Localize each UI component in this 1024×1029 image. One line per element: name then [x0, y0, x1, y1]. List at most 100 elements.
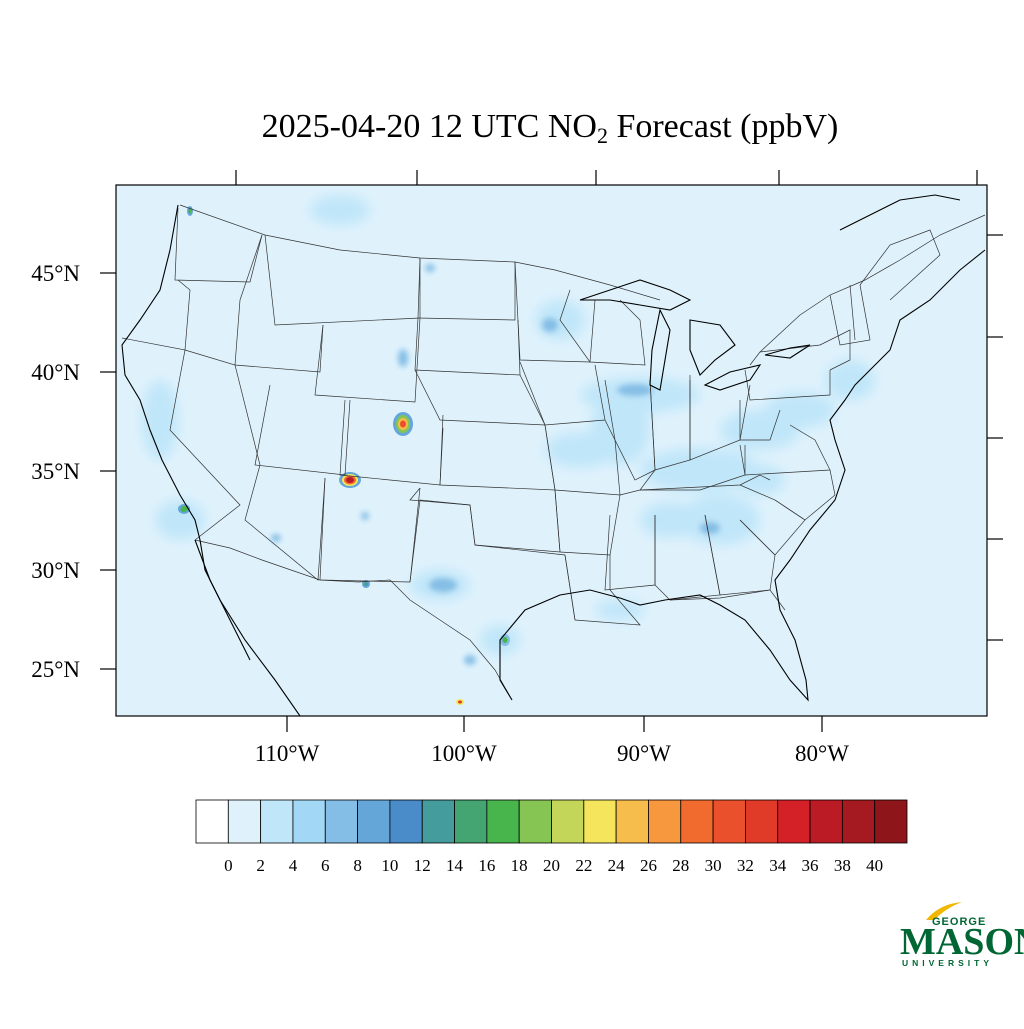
- utah-border: [254, 384, 351, 476]
- hotspot-el-paso: [362, 580, 370, 588]
- pennsylvania-border: [744, 369, 831, 401]
- colorbar-swatch: [680, 799, 714, 844]
- canada-coastline: [839, 194, 961, 231]
- coastlines: [121, 194, 986, 716]
- colorbar-swatch: [324, 799, 358, 844]
- colorbar-tick-label: 24: [608, 856, 626, 875]
- map-title: 2025-04-20 12 UTC NO2 Forecast (ppbV): [0, 108, 1024, 149]
- colorbar-swatch: [357, 799, 391, 844]
- hotspot-mexico-north: [456, 699, 464, 705]
- colorbar-tick-label: 18: [511, 856, 528, 875]
- idaho-montana-border: [239, 234, 263, 301]
- colorbar-swatch: [454, 799, 488, 844]
- maine-border: [859, 229, 941, 301]
- arkansas-border: [554, 489, 621, 556]
- washington-border: [174, 207, 263, 283]
- lake-huron: [689, 319, 736, 376]
- colorbar-tick-label: 4: [289, 856, 298, 875]
- colorbar-swatch: [745, 799, 779, 844]
- new-york-border: [749, 329, 851, 371]
- atlantic-gulf-coastline: [499, 249, 986, 702]
- title-suffix: Forecast (ppbV): [607, 108, 839, 145]
- north-carolina-border: [739, 469, 836, 521]
- colorbar-tick-label: 2: [256, 856, 265, 875]
- colorbar-swatch: [874, 799, 908, 844]
- kentucky-border: [639, 444, 746, 491]
- lat-label: 40°N: [31, 360, 80, 385]
- oregon-border: [121, 279, 191, 351]
- colorbar-swatch: [260, 799, 294, 844]
- colorbar-tick-label: 0: [224, 856, 233, 875]
- lat-label: 45°N: [31, 261, 80, 286]
- us-mexico-border: [194, 539, 513, 701]
- colorbar-swatch: [648, 799, 682, 844]
- florida-border: [669, 589, 786, 611]
- colorbar-tick-label: 8: [353, 856, 362, 875]
- colorbar-tick-label: 40: [866, 856, 883, 875]
- colorbar-swatch: [518, 799, 552, 844]
- us-canada-border: [179, 204, 661, 301]
- logo-line3: UNIVERSITY: [902, 958, 994, 968]
- lake-superior: [579, 279, 692, 311]
- new-england-border: [829, 284, 871, 346]
- colorbar-tick-label: 28: [672, 856, 689, 875]
- west-virginia-border: [739, 400, 781, 441]
- hotspot-albuquerque: [339, 472, 361, 488]
- political-boundaries: [121, 204, 986, 701]
- colorbar-tick-label: 22: [575, 856, 592, 875]
- lat-label: 30°N: [31, 558, 80, 583]
- north-dakota-border: [417, 257, 516, 321]
- latitude-labels: 45°N 40°N 35°N 30°N 25°N: [31, 261, 80, 682]
- iowa-border: [519, 361, 606, 426]
- idaho-border: [234, 299, 324, 373]
- colorbar-swatch: [777, 799, 811, 844]
- logo-line1: GEORGE: [932, 916, 987, 928]
- colorbar-tick-label: 38: [834, 856, 851, 875]
- right-ticks: [987, 234, 1003, 641]
- top-ticks: [235, 170, 978, 185]
- new-mexico-border: [319, 477, 421, 583]
- colorbar-swatch: [389, 799, 423, 844]
- lake-erie: [703, 364, 762, 391]
- colorbar-tick-label: 36: [802, 856, 819, 875]
- wisconsin-border: [589, 299, 646, 366]
- colorbar-tick-label: 20: [543, 856, 560, 875]
- colorbar: [195, 799, 908, 844]
- title-subscript: 2: [596, 123, 608, 148]
- louisiana-border: [564, 554, 641, 626]
- colorbar-tick-label: 34: [769, 856, 787, 875]
- pacific-coastline: [121, 204, 301, 716]
- medium-concentration-patches: [271, 264, 720, 665]
- arizona-border: [244, 464, 326, 581]
- colorbar-tick-label: 14: [446, 856, 464, 875]
- longitude-labels: 110°W 100°W 90°W 80°W: [255, 741, 850, 766]
- colorbar-tick-label: 26: [640, 856, 657, 875]
- lon-label: 80°W: [795, 741, 849, 766]
- lon-label: 110°W: [255, 741, 320, 766]
- bottom-ticks: [286, 716, 823, 732]
- colorbar-swatch: [615, 799, 649, 844]
- colorbar-tick-label: 12: [414, 856, 431, 875]
- colorbar-tick-label: 30: [705, 856, 722, 875]
- montana-border: [264, 234, 421, 326]
- california-border: [169, 349, 241, 541]
- gmu-logo: GEORGE MASON UNIVERSITY: [896, 898, 1024, 970]
- colorbar-swatch: [195, 799, 229, 844]
- colorbar-swatch: [551, 799, 585, 844]
- colorbar-tick-label: 32: [737, 856, 754, 875]
- colorbar-tick-label: 6: [321, 856, 330, 875]
- lon-label: 90°W: [617, 741, 671, 766]
- baja-gulf-coast: [194, 539, 251, 661]
- colorbar-labels: 0 2 4 6 8 10 12 14 16 18 20 22 24 26 28 30 32 34 36 38 40: [224, 856, 883, 875]
- nevada-border: [184, 349, 261, 466]
- left-ticks: [100, 272, 116, 670]
- map-frame: [115, 184, 988, 717]
- colorbar-swatch: [712, 799, 746, 844]
- nebraska-border: [414, 369, 546, 426]
- us-canada-border-east: [759, 214, 986, 353]
- colorbar-tick-label: 16: [478, 856, 495, 875]
- colorbar-swatch: [227, 799, 262, 844]
- logo-line2: MASON: [900, 921, 1024, 963]
